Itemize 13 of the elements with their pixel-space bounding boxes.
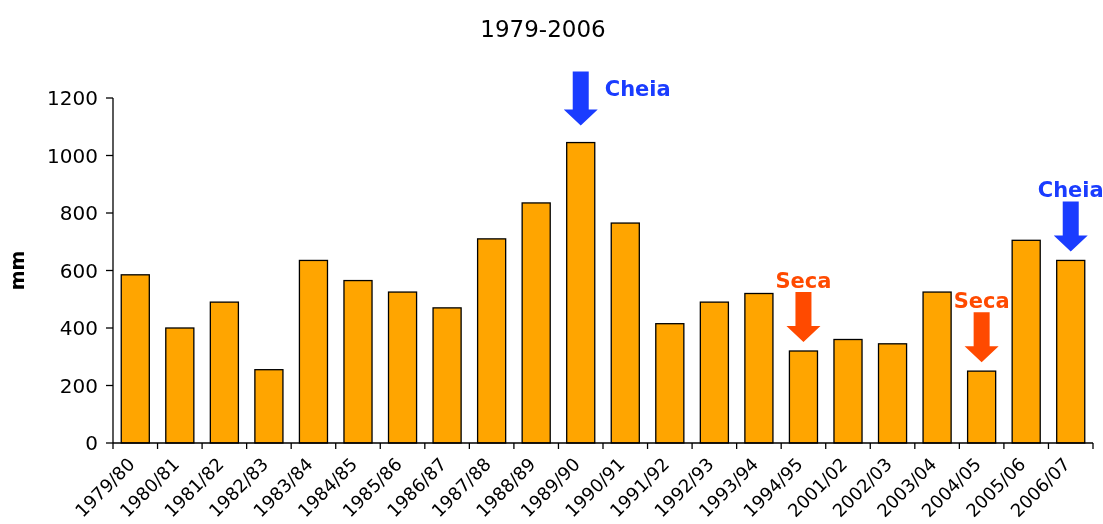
y-tick-label: 1000	[47, 143, 98, 168]
y-tick-label: 600	[59, 258, 98, 283]
y-tick-label: 400	[59, 316, 98, 341]
annotation: Cheia	[1037, 178, 1103, 203]
y-tick-label: 800	[59, 201, 98, 226]
y-tick-label: 200	[59, 373, 98, 398]
annotation: Cheia	[604, 76, 671, 101]
y-axis-title: mm	[6, 250, 28, 291]
y-tick-label: 0	[85, 431, 98, 456]
annotation: Seca	[775, 269, 832, 293]
chart-title: 1979-2006	[480, 16, 606, 42]
annotation: Seca	[953, 289, 1010, 314]
y-tick-label: 1200	[47, 86, 98, 111]
